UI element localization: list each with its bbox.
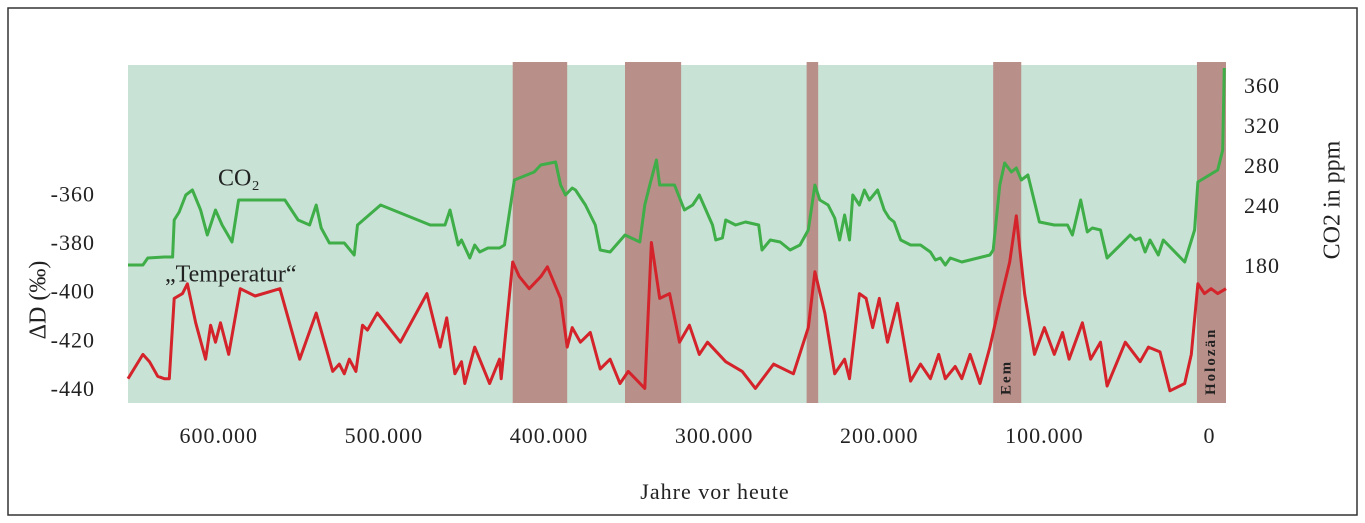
x-tick-label: 100.000 xyxy=(1005,423,1084,448)
x-tick-label: 600.000 xyxy=(180,423,259,448)
series-line xyxy=(126,214,1227,393)
y2-tick-label: 320 xyxy=(1244,113,1280,138)
x-tick-label: 300.000 xyxy=(675,423,754,448)
y2-axis-label: CO2 in ppm xyxy=(1320,140,1346,259)
x-tick-label: 500.000 xyxy=(345,423,424,448)
y-tick-label: -420 xyxy=(51,327,95,352)
band xyxy=(1196,62,1226,403)
band xyxy=(512,62,568,403)
band-label: Eem xyxy=(999,360,1015,395)
band xyxy=(806,62,819,403)
x-tick-label: 0 xyxy=(1203,423,1215,448)
series-line xyxy=(128,67,1226,267)
band xyxy=(624,62,682,403)
series-label: CO₂ xyxy=(218,166,260,192)
y2-tick-label: 180 xyxy=(1244,253,1280,278)
y2-tick-label: 360 xyxy=(1244,73,1280,98)
band-label: Holozän xyxy=(1203,328,1219,395)
y2-tick-label: 280 xyxy=(1244,153,1280,178)
y-tick-label: -380 xyxy=(51,230,95,255)
x-tick-label: 400.000 xyxy=(510,423,589,448)
y-tick-label: -440 xyxy=(51,376,95,401)
series-label: „Temperatur“ xyxy=(165,262,297,288)
y-tick-label: -400 xyxy=(51,279,95,304)
y-axis-label: ΔD (‰) xyxy=(26,261,52,340)
y-tick-label: -360 xyxy=(51,181,95,206)
x-tick-label: 200.000 xyxy=(840,423,919,448)
x-axis-label: Jahre vor heute xyxy=(640,479,789,504)
y2-tick-label: 240 xyxy=(1244,193,1280,218)
